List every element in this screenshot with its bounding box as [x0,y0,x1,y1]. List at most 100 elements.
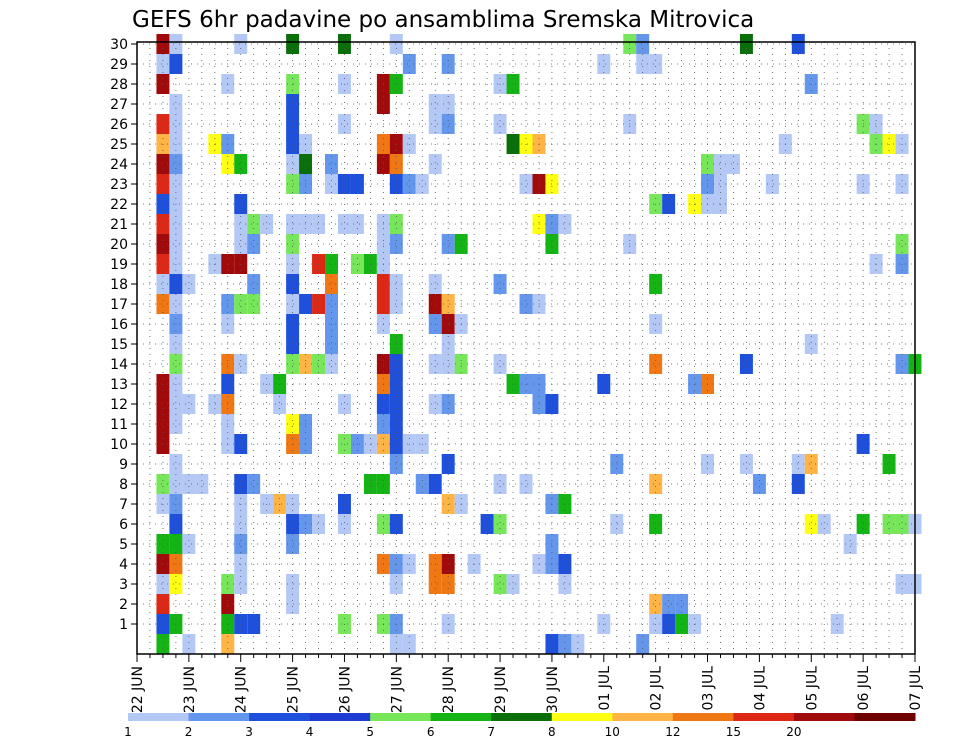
heatmap-cell [389,274,403,294]
heatmap-cell [169,394,183,414]
y-tick-label: 3 [119,577,128,593]
heatmap-cell [558,214,572,234]
y-tick-label: 5 [119,537,128,553]
heatmap-cell [882,454,896,474]
heatmap-cell [325,154,338,174]
heatmap-cell [636,634,650,654]
heatmap-cell [389,334,403,354]
heatmap-cell [441,294,455,314]
heatmap-cell [804,454,818,474]
heatmap-cell [234,534,248,554]
legend-label: 20 [786,725,801,739]
heatmap-cell [156,234,170,254]
heatmap-cell [389,34,403,54]
y-tick-label: 23 [110,177,128,193]
legend-swatch [491,713,553,721]
heatmap-cell [649,54,663,74]
heatmap-cell [389,214,403,234]
heatmap-cell [234,474,248,494]
y-tick-label: 12 [110,397,128,413]
heatmap-cell [493,474,507,494]
heatmap-cell [817,514,831,534]
y-tick-label: 2 [119,597,128,613]
heatmap-cell [286,34,300,54]
y-tick-label: 8 [119,477,128,493]
x-tick-label: 27 JUN [389,666,405,713]
heatmap-cell [493,514,507,534]
x-tick-label: 22 JUN [130,666,146,713]
heatmap-cell [156,594,170,614]
x-tick-label: 25 JUN [286,666,302,713]
legend-swatch [430,713,492,721]
heatmap-cell [286,334,300,354]
heatmap-cell [156,154,170,174]
x-tick-label: 07 JUL [908,666,924,711]
y-tick-label: 6 [119,517,128,533]
heatmap-cell [312,514,326,534]
heatmap-cell [636,54,650,74]
heatmap-cell [441,54,455,74]
heatmap-cell [312,214,326,234]
heatmap-cell [558,574,572,594]
heatmap-cell [286,354,300,374]
heatmap-cell [247,234,261,254]
heatmap-cell [532,394,546,414]
heatmap-cell [441,394,455,414]
heatmap-cell [428,294,442,314]
heatmap-cell [714,174,727,194]
heatmap-cell [428,354,442,374]
heatmap-cell [389,454,403,474]
heatmap-cell [169,114,183,134]
y-tick-label: 22 [110,197,128,213]
heatmap-cell [610,454,624,474]
heatmap-cell [649,474,663,494]
heatmap-cell [286,274,300,294]
color-legend: 1 2 3 4 5 6 7 8 10 12 15 20 [124,713,916,739]
heatmap-cell [895,514,909,534]
heatmap-cell [169,454,183,474]
heatmap-cell [312,354,326,374]
x-tick-label: 01 JUL [597,666,613,711]
heatmap-cell [662,594,676,614]
x-tick-label: 04 JUL [752,666,768,711]
heatmap-cell [169,154,183,174]
heatmap-cell [389,634,403,654]
heatmap-cell [156,54,170,74]
heatmap-cell [739,354,753,374]
heatmap-cell [739,34,753,54]
heatmap-cell [169,474,183,494]
heatmap-cell [337,114,351,134]
heatmap-cell [428,94,442,114]
heatmap-cell [791,474,805,494]
heatmap-cell [791,454,805,474]
heatmap-cell [234,514,248,534]
heatmap-cell [156,394,170,414]
legend-swatch [612,713,674,721]
y-tick-label: 30 [110,37,128,53]
y-tick-label: 9 [119,457,128,473]
heatmap-cell [415,174,429,194]
legend-swatch [854,713,916,721]
heatmap-cell [350,174,364,194]
heatmap-cell [675,594,689,614]
heatmap-cell [428,114,442,134]
heatmap-cell [714,154,727,174]
heatmap-cell [804,514,818,534]
x-axis: 22 JUN 23 JUN 24 JUN 25 JUN 26 JUN 27 JUN 28 J… [130,654,924,713]
x-tick-label: 24 JUN [234,666,250,713]
heatmap-cell [441,454,455,474]
heatmap-cell [389,174,403,194]
y-tick-label: 21 [110,217,128,233]
heatmap-cell [156,174,170,194]
legend-label: 8 [548,725,556,739]
legend-label: 1 [124,725,132,739]
heatmap-cell [389,414,403,434]
heatmap-cell [156,114,170,134]
y-tick-label: 25 [110,137,128,153]
heatmap-cell [519,294,533,314]
heatmap-cell [156,634,170,654]
heatmap-cell [208,394,222,414]
heatmap-cell [156,474,170,494]
grid-lines [136,42,916,654]
